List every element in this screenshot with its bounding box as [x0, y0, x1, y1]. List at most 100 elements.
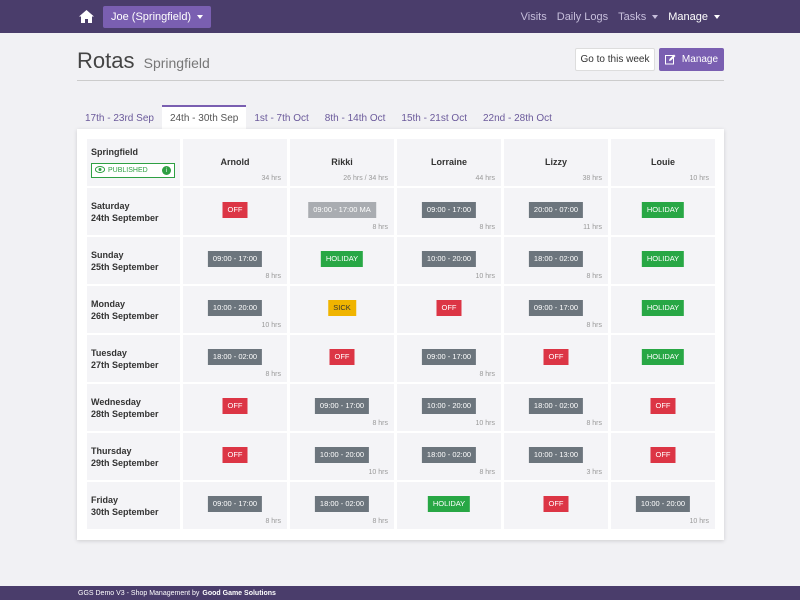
tab-week-1st-7th-oct[interactable]: 1st - 7th Oct — [254, 112, 309, 124]
shift-badge-shift[interactable]: 09:00 - 17:00 — [207, 496, 263, 512]
shift-badge-shift[interactable]: 18:00 - 02:00 — [528, 251, 584, 267]
shift-cell[interactable]: 18:00 - 02:00 8 hrs — [504, 384, 608, 431]
staff-header-louie: Louie 10 hrs — [611, 139, 715, 186]
shift-badge-shift[interactable]: 10:00 - 13:00 — [528, 447, 584, 463]
shift-cell[interactable]: SICK — [290, 286, 394, 333]
nav-link-visits[interactable]: Visits — [521, 11, 547, 23]
day-label-sunday: Sunday 25th September — [87, 237, 180, 284]
published-status-badge[interactable]: PUBLISHED i — [91, 163, 175, 178]
shift-cell[interactable]: 18:00 - 02:00 8 hrs — [504, 237, 608, 284]
shift-cell[interactable]: HOLIDAY — [611, 335, 715, 382]
shift-badge-shift[interactable]: 10:00 - 20:00 — [421, 251, 477, 267]
shift-badge-off[interactable]: OFF — [222, 398, 248, 414]
chevron-down-icon — [714, 14, 720, 19]
shift-cell[interactable]: 10:00 - 20:00 10 hrs — [397, 237, 501, 284]
shift-cell[interactable]: OFF — [290, 335, 394, 382]
shift-badge-pending[interactable]: 09:00 - 17:00 MA — [308, 202, 376, 218]
shift-cell[interactable]: OFF — [183, 433, 287, 480]
shift-badge-shift[interactable]: 09:00 - 17:00 — [314, 398, 370, 414]
shift-cell[interactable]: 09:00 - 17:00 MA 8 hrs — [290, 188, 394, 235]
nav-link-label: Visits — [520, 10, 547, 23]
nav-link-manage[interactable]: Manage — [668, 11, 720, 23]
shift-cell[interactable]: OFF — [397, 286, 501, 333]
shift-cell[interactable]: OFF — [504, 335, 608, 382]
info-icon: i — [162, 166, 171, 175]
shift-cell[interactable]: 09:00 - 17:00 8 hrs — [397, 335, 501, 382]
shift-cell[interactable]: 10:00 - 20:00 10 hrs — [290, 433, 394, 480]
shift-badge-shift[interactable]: 18:00 - 02:00 — [207, 349, 263, 365]
nav-link-tasks[interactable]: Tasks — [618, 11, 659, 23]
shift-hours: 8 hrs — [372, 224, 388, 231]
shift-badge-sick[interactable]: SICK — [328, 300, 356, 316]
shift-badge-shift[interactable]: 09:00 - 17:00 — [528, 300, 584, 316]
shift-cell[interactable]: HOLIDAY — [397, 482, 501, 529]
rota-panel: Springfield PUBLISHED i Arnold 34 hrs Rikki 26… — [77, 129, 724, 540]
shift-badge-off[interactable]: OFF — [222, 447, 248, 463]
staff-total-hours: 38 hrs — [582, 175, 602, 182]
shift-badge-off[interactable]: OFF — [543, 349, 569, 365]
shift-cell[interactable]: HOLIDAY — [611, 237, 715, 284]
shift-hours: 8 hrs — [265, 518, 281, 525]
day-label-friday: Friday 30th September — [87, 482, 180, 529]
shift-hours: 8 hrs — [372, 420, 388, 427]
shift-cell[interactable]: HOLIDAY — [611, 286, 715, 333]
shift-cell[interactable]: 09:00 - 17:00 8 hrs — [504, 286, 608, 333]
user-location-dropdown[interactable]: Joe (Springfield) — [103, 5, 212, 28]
shift-cell[interactable]: 09:00 - 17:00 8 hrs — [183, 482, 287, 529]
tab-week-22nd-28th-oct[interactable]: 22nd - 28th Oct — [482, 112, 552, 124]
shift-badge-holiday[interactable]: HOLIDAY — [320, 251, 364, 267]
shift-badge-shift[interactable]: 10:00 - 20:00 — [635, 496, 691, 512]
go-to-this-week-button[interactable]: Go to this week — [575, 48, 655, 71]
shift-badge-shift[interactable]: 09:00 - 17:00 — [421, 202, 477, 218]
shift-badge-holiday[interactable]: HOLIDAY — [641, 300, 685, 316]
shift-badge-off[interactable]: OFF — [436, 300, 462, 316]
shift-badge-shift[interactable]: 09:00 - 17:00 — [207, 251, 263, 267]
shift-cell[interactable]: HOLIDAY — [611, 188, 715, 235]
shift-badge-shift[interactable]: 18:00 - 02:00 — [421, 447, 477, 463]
shift-cell[interactable]: OFF — [504, 482, 608, 529]
shift-cell[interactable]: OFF — [611, 384, 715, 431]
shift-cell[interactable]: OFF — [611, 433, 715, 480]
shift-badge-off[interactable]: OFF — [543, 496, 569, 512]
tab-week-24th-30th-sep[interactable]: 24th - 30th Sep — [161, 105, 247, 129]
shift-badge-holiday[interactable]: HOLIDAY — [641, 202, 685, 218]
shift-cell[interactable]: OFF — [183, 384, 287, 431]
shift-cell[interactable]: 09:00 - 17:00 8 hrs — [183, 237, 287, 284]
shift-badge-holiday[interactable]: HOLIDAY — [641, 349, 685, 365]
shift-badge-holiday[interactable]: HOLIDAY — [641, 251, 685, 267]
shift-badge-shift[interactable]: 18:00 - 02:00 — [314, 496, 370, 512]
tab-week-15th-21st-oct[interactable]: 15th - 21st Oct — [401, 112, 467, 124]
shift-badge-shift[interactable]: 10:00 - 20:00 — [314, 447, 370, 463]
shift-cell[interactable]: OFF — [183, 188, 287, 235]
shift-badge-off[interactable]: OFF — [650, 447, 676, 463]
shift-cell[interactable]: 18:00 - 02:00 8 hrs — [183, 335, 287, 382]
shift-cell[interactable]: 18:00 - 02:00 8 hrs — [290, 482, 394, 529]
shift-cell[interactable]: 09:00 - 17:00 8 hrs — [397, 188, 501, 235]
shift-badge-off[interactable]: OFF — [329, 349, 355, 365]
shift-cell[interactable]: HOLIDAY — [290, 237, 394, 284]
shift-badge-shift[interactable]: 20:00 - 07:00 — [528, 202, 584, 218]
shift-badge-shift[interactable]: 09:00 - 17:00 — [421, 349, 477, 365]
shift-cell[interactable]: 10:00 - 20:00 10 hrs — [397, 384, 501, 431]
shift-cell[interactable]: 10:00 - 20:00 10 hrs — [611, 482, 715, 529]
shift-hours: 8 hrs — [265, 371, 281, 378]
shift-cell[interactable]: 09:00 - 17:00 8 hrs — [290, 384, 394, 431]
shift-cell[interactable]: 10:00 - 13:00 3 hrs — [504, 433, 608, 480]
home-icon[interactable] — [77, 8, 95, 26]
tab-week-17th-23rd-sep[interactable]: 17th - 23rd Sep — [85, 112, 154, 124]
shift-badge-off[interactable]: OFF — [222, 202, 248, 218]
shift-badge-holiday[interactable]: HOLIDAY — [427, 496, 471, 512]
shift-badge-shift[interactable]: 10:00 - 20:00 — [421, 398, 477, 414]
staff-header-rikki: Rikki 26 hrs / 34 hrs — [290, 139, 394, 186]
shift-badge-shift[interactable]: 18:00 - 02:00 — [528, 398, 584, 414]
shift-cell[interactable]: 20:00 - 07:00 11 hrs — [504, 188, 608, 235]
shift-badge-off[interactable]: OFF — [650, 398, 676, 414]
shift-cell[interactable]: 10:00 - 20:00 10 hrs — [183, 286, 287, 333]
manage-button[interactable]: Manage — [659, 48, 724, 71]
staff-header-arnold: Arnold 34 hrs — [183, 139, 287, 186]
shift-badge-shift[interactable]: 10:00 - 20:00 — [207, 300, 263, 316]
day-label-tuesday: Tuesday 27th September — [87, 335, 180, 382]
tab-week-8th-14th-oct[interactable]: 8th - 14th Oct — [324, 112, 386, 124]
nav-link-daily-logs[interactable]: Daily Logs — [557, 11, 608, 23]
shift-cell[interactable]: 18:00 - 02:00 8 hrs — [397, 433, 501, 480]
